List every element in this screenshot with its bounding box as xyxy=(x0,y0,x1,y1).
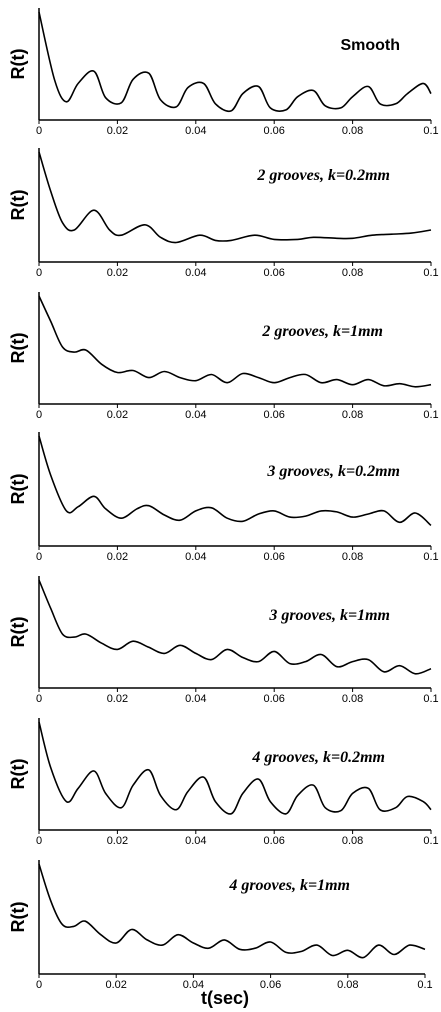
x-tick-label: 0.1 xyxy=(423,835,438,847)
x-tick-label: 0.06 xyxy=(263,125,284,137)
panel-title: 3 grooves, k=0.2mm xyxy=(266,463,400,480)
panel-title: 4 grooves, k=0.2mm xyxy=(251,749,385,766)
panel-7: 0 0.02 0.04 0.06 0.08 0.1 R(t) 4 grooves, k=1mm xyxy=(8,860,433,991)
x-tick-label: 0.06 xyxy=(263,551,284,563)
panel-5: 0 0.02 0.04 0.06 0.08 0.1 R(t) 3 grooves, k=1mm xyxy=(8,576,439,705)
x-tick-label: 0 xyxy=(36,979,42,991)
x-tick-label: 0.06 xyxy=(263,835,284,847)
x-tick-label: 0.08 xyxy=(342,267,363,279)
x-tick-label: 0.02 xyxy=(107,267,128,279)
panel-title: 2 grooves, k=1mm xyxy=(261,323,383,340)
x-axis-label: t(sec) xyxy=(201,988,249,1008)
series-line xyxy=(38,151,432,244)
x-tick-label: 0.08 xyxy=(337,979,358,991)
x-tick-label: 0.04 xyxy=(185,409,206,421)
x-tick-label: 0.08 xyxy=(342,835,363,847)
panel-title: Smooth xyxy=(340,37,400,54)
series-line xyxy=(38,295,432,388)
x-tick-label: 0.1 xyxy=(423,409,438,421)
panel-title: 4 grooves, k=1mm xyxy=(228,877,350,894)
y-axis-label: R(t) xyxy=(8,759,28,790)
panel-6: 0 0.02 0.04 0.06 0.08 0.1 R(t) 4 grooves, k=0.2… xyxy=(8,718,439,847)
x-tick-label: 0.06 xyxy=(260,979,281,991)
x-tick-label: 0.1 xyxy=(423,125,438,137)
x-tick-label: 0.06 xyxy=(263,267,284,279)
x-tick-label: 0 xyxy=(36,693,42,705)
panel-4: 0 0.02 0.04 0.06 0.08 0.1 R(t) 3 grooves, k=0.2… xyxy=(8,432,439,563)
x-tick-label: 0.08 xyxy=(342,409,363,421)
x-tick-label: 0.1 xyxy=(423,693,438,705)
panel-1: 0 0.02 0.04 0.06 0.08 0.1 R(t) Smooth xyxy=(8,8,439,137)
series-line xyxy=(38,863,426,959)
x-tick-label: 0.08 xyxy=(342,125,363,137)
y-axis-label: R(t) xyxy=(8,902,28,933)
x-tick-label: 0.1 xyxy=(423,267,438,279)
x-tick-label: 0.02 xyxy=(107,693,128,705)
x-tick-label: 0.08 xyxy=(342,693,363,705)
series-line xyxy=(38,435,432,527)
series-line xyxy=(38,721,432,815)
x-tick-label: 0.02 xyxy=(107,409,128,421)
panel-3: 0 0.02 0.04 0.06 0.08 0.1 R(t) 2 grooves, k=1mm xyxy=(8,292,439,421)
y-axis-label: R(t) xyxy=(8,333,28,364)
y-axis-label: R(t) xyxy=(8,617,28,648)
x-tick-label: 0 xyxy=(36,125,42,137)
y-axis-label: R(t) xyxy=(8,190,28,221)
series-line xyxy=(38,579,432,675)
x-tick-label: 0.02 xyxy=(107,551,128,563)
x-tick-label: 0 xyxy=(36,267,42,279)
panel-title: 3 grooves, k=1mm xyxy=(268,607,390,624)
y-axis-label: R(t) xyxy=(8,49,28,80)
x-tick-label: 0.04 xyxy=(185,835,206,847)
x-tick-label: 0.04 xyxy=(183,979,204,991)
y-axis-label: R(t) xyxy=(8,474,28,505)
x-tick-label: 0.02 xyxy=(105,979,126,991)
x-tick-label: 0.08 xyxy=(342,551,363,563)
x-tick-label: 0.06 xyxy=(263,693,284,705)
x-tick-label: 0.06 xyxy=(263,409,284,421)
x-tick-label: 0 xyxy=(36,551,42,563)
x-tick-label: 0 xyxy=(36,409,42,421)
x-tick-label: 0.02 xyxy=(107,125,128,137)
panel-2: 0 0.02 0.04 0.06 0.08 0.1 R(t) 2 grooves, k=0.2… xyxy=(8,148,439,279)
panel-title: 2 grooves, k=0.2mm xyxy=(256,167,390,184)
series-line xyxy=(38,11,432,113)
x-tick-label: 0.02 xyxy=(107,835,128,847)
x-tick-label: 0.04 xyxy=(185,125,206,137)
x-tick-label: 0.04 xyxy=(185,267,206,279)
x-tick-label: 0 xyxy=(36,835,42,847)
x-tick-label: 0.1 xyxy=(423,551,438,563)
x-tick-label: 0.04 xyxy=(185,693,206,705)
x-tick-label: 0.04 xyxy=(185,551,206,563)
x-tick-label: 0.1 xyxy=(417,979,432,991)
